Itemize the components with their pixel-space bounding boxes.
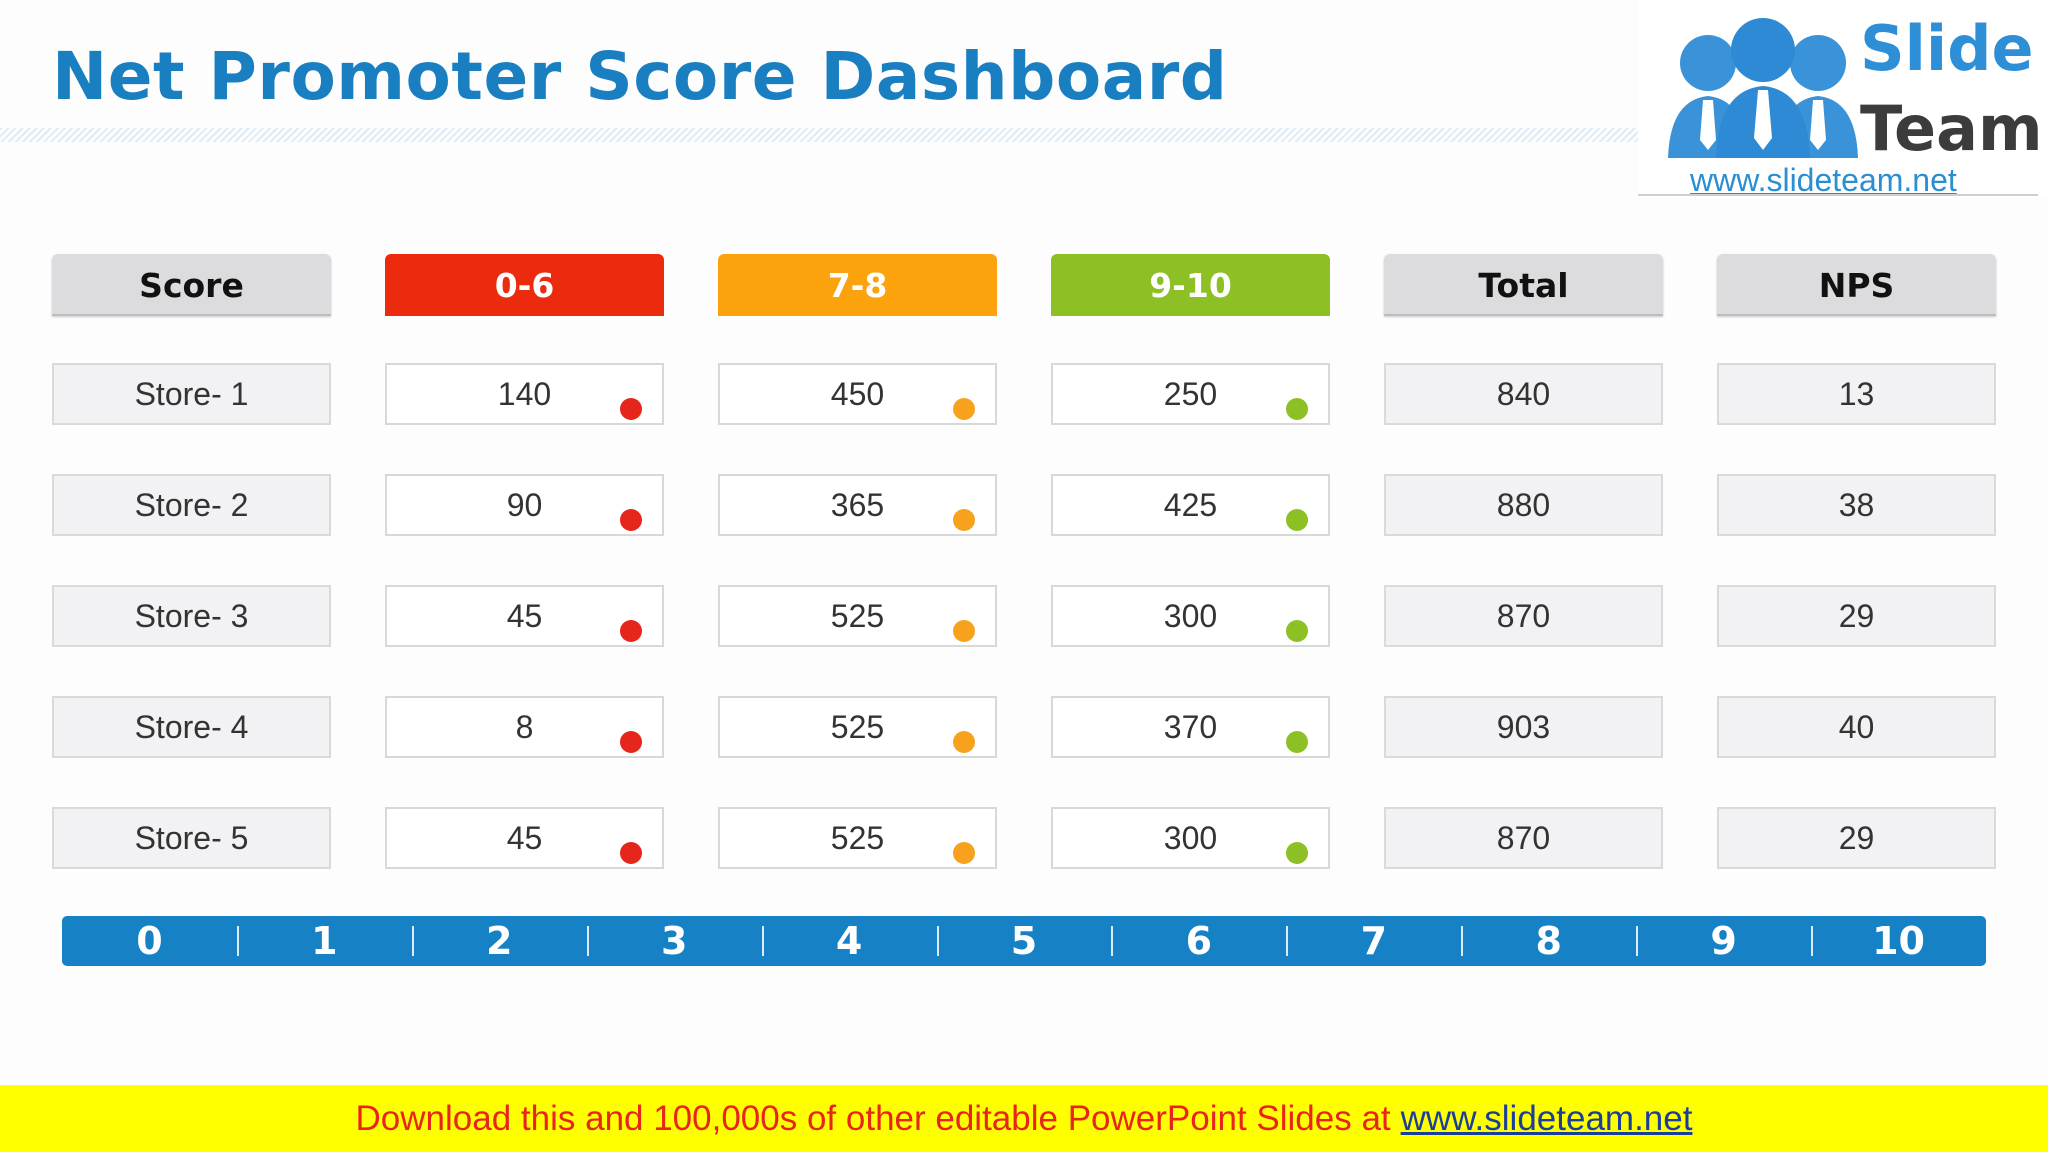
header-total: Total: [1384, 254, 1663, 316]
nps-cell: 13: [1717, 363, 1996, 425]
scale-tick: 8: [1461, 916, 1636, 966]
passives-cell: 450: [718, 363, 997, 425]
logo-word-slide: Slide: [1860, 12, 2034, 85]
total-cell: 880: [1384, 474, 1663, 536]
promoters-value: 370: [1163, 708, 1218, 745]
green-dot-icon: [1286, 731, 1308, 753]
store-label: Store- 2: [52, 474, 331, 536]
detractors-value: 140: [497, 375, 552, 412]
promoters-cell: 300: [1051, 807, 1330, 869]
header-promoters: 9-10: [1051, 254, 1330, 316]
store-label: Store- 3: [52, 585, 331, 647]
banner-text: Download this and 100,000s of other edit…: [355, 1098, 1391, 1138]
scale-tick: 4: [761, 916, 937, 966]
promoters-cell: 425: [1051, 474, 1330, 536]
detractors-cell: 45: [385, 585, 664, 647]
detractors-value: 45: [506, 819, 543, 856]
nps-cell: 38: [1717, 474, 1996, 536]
orange-dot-icon: [953, 620, 975, 642]
total-cell: 870: [1384, 585, 1663, 647]
green-dot-icon: [1286, 509, 1308, 531]
promoters-value: 250: [1163, 375, 1218, 412]
logo-divider: [1638, 194, 2038, 196]
orange-dot-icon: [953, 842, 975, 864]
detractors-cell: 90: [385, 474, 664, 536]
download-banner: Download this and 100,000s of other edit…: [0, 1085, 2048, 1152]
promoters-value: 300: [1163, 597, 1218, 634]
passives-value: 525: [830, 819, 885, 856]
page-title: Net Promoter Score Dashboard: [52, 38, 1228, 115]
nps-cell: 29: [1717, 807, 1996, 869]
red-dot-icon: [620, 509, 642, 531]
logo-word-team: Team: [1860, 92, 2043, 165]
red-dot-icon: [620, 620, 642, 642]
scale-tick: 6: [1111, 916, 1286, 966]
scale-tick: 2: [411, 916, 587, 966]
passives-value: 365: [830, 486, 885, 523]
promoters-value: 300: [1163, 819, 1218, 856]
scale-tick: 10: [1811, 916, 1986, 966]
store-label: Store- 1: [52, 363, 331, 425]
scale-tick: 7: [1286, 916, 1461, 966]
header-score: Score: [52, 254, 331, 316]
green-dot-icon: [1286, 620, 1308, 642]
red-dot-icon: [620, 398, 642, 420]
detractors-cell: 8: [385, 696, 664, 758]
detractors-value: 90: [506, 486, 543, 523]
scale-tick: 3: [586, 916, 762, 966]
detractors-cell: 45: [385, 807, 664, 869]
red-dot-icon: [620, 731, 642, 753]
slideteam-logo[interactable]: Slide Team www.slideteam.net: [1638, 0, 2048, 198]
scale-tick: 1: [236, 916, 412, 966]
detractors-value: 45: [506, 597, 543, 634]
store-label: Store- 4: [52, 696, 331, 758]
promoters-cell: 370: [1051, 696, 1330, 758]
orange-dot-icon: [953, 398, 975, 420]
nps-cell: 29: [1717, 585, 1996, 647]
promoters-cell: 300: [1051, 585, 1330, 647]
passives-cell: 525: [718, 807, 997, 869]
passives-cell: 525: [718, 585, 997, 647]
people-icon: [1668, 18, 1858, 158]
promoters-value: 425: [1163, 486, 1218, 523]
red-dot-icon: [620, 842, 642, 864]
header-nps: NPS: [1717, 254, 1996, 316]
orange-dot-icon: [953, 731, 975, 753]
scale-tick: 5: [936, 916, 1112, 966]
store-label: Store- 5: [52, 807, 331, 869]
score-scale-bar: 0 1 2 3 4 5 6 7 8 9 10: [62, 916, 1986, 966]
total-cell: 840: [1384, 363, 1663, 425]
promoters-cell: 250: [1051, 363, 1330, 425]
passives-value: 525: [830, 597, 885, 634]
header-passives: 7-8: [718, 254, 997, 316]
total-cell: 870: [1384, 807, 1663, 869]
scale-tick: 9: [1636, 916, 1811, 966]
header-detractors: 0-6: [385, 254, 664, 316]
banner-link[interactable]: www.slideteam.net: [1400, 1098, 1693, 1138]
detractors-value: 8: [515, 708, 534, 745]
detractors-cell: 140: [385, 363, 664, 425]
nps-cell: 40: [1717, 696, 1996, 758]
logo-url-link[interactable]: www.slideteam.net: [1690, 162, 1957, 198]
passives-cell: 525: [718, 696, 997, 758]
title-divider: [0, 128, 1640, 142]
scale-tick: 0: [136, 919, 163, 963]
passives-value: 450: [830, 375, 885, 412]
total-cell: 903: [1384, 696, 1663, 758]
orange-dot-icon: [953, 509, 975, 531]
passives-cell: 365: [718, 474, 997, 536]
green-dot-icon: [1286, 842, 1308, 864]
green-dot-icon: [1286, 398, 1308, 420]
passives-value: 525: [830, 708, 885, 745]
